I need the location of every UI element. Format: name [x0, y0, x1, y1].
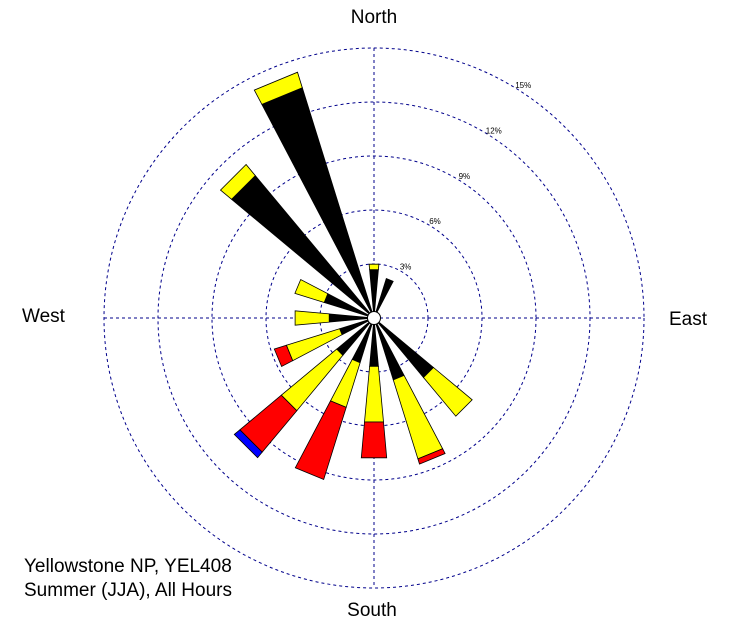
petal-337.5-band-2: [253, 71, 303, 105]
period-caption: Summer (JJA), All Hours: [24, 580, 232, 601]
petal-0-band-2: [368, 263, 380, 270]
petal-315-band-2: [219, 163, 256, 200]
petal-180-band-3: [360, 421, 388, 459]
west-label: West: [22, 306, 66, 327]
petal-270-band-2: [294, 310, 330, 326]
ring-label-4: 12%: [486, 127, 502, 136]
ring-label-1: 3%: [400, 262, 412, 271]
petal-225-band-4: [233, 429, 263, 459]
ring-label-2: 6%: [429, 217, 441, 226]
south-label: South: [347, 600, 397, 621]
petal-180-band-2: [364, 366, 384, 423]
petal-247.5-band-3: [273, 344, 294, 368]
station-caption: Yellowstone NP, YEL408: [24, 556, 232, 577]
petal-135-band-2: [422, 366, 473, 417]
wind-rose-petals: [219, 71, 473, 481]
petal-202.5-band-2: [329, 358, 361, 408]
petal-315-band-1: [231, 175, 375, 319]
petal-292.5-band-2: [294, 278, 329, 303]
petal-157.5-band-3: [417, 448, 446, 465]
ring-label-5: 15%: [515, 81, 531, 90]
east-label: East: [669, 309, 708, 330]
ring-label-3: 9%: [459, 172, 471, 181]
petal-22.5-band-1: [373, 277, 394, 319]
north-label: North: [351, 7, 397, 28]
petal-337.5-band-1: [261, 87, 375, 319]
center-hub: [367, 311, 381, 325]
ring-labels: 3% 6% 9% 12% 15%: [400, 81, 531, 271]
petal-202.5-band-3: [294, 400, 347, 481]
